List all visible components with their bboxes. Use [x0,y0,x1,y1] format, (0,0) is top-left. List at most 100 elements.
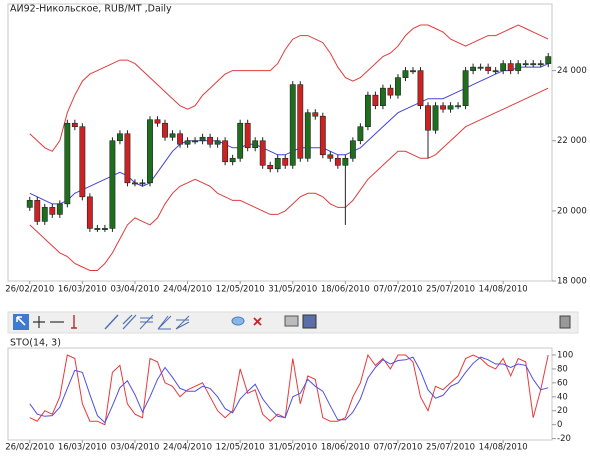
candle-body [101,228,108,230]
candle-body [312,112,319,117]
x-tick-label: 31/05/2010 [268,443,317,453]
candle-body [515,63,522,71]
candle-body [304,112,311,159]
candle-body [237,122,244,159]
x-tick-label: 25/07/2010 [426,285,475,295]
delete-tool[interactable] [253,317,262,326]
x-tick-label: 25/07/2010 [426,443,475,453]
x-tick-label: 07/07/2010 [373,443,422,453]
candle-body [252,140,259,149]
x-tick-label: 07/07/2010 [373,285,422,295]
trendline-tool[interactable] [104,314,119,330]
candle-body [395,77,401,96]
comment-tool[interactable] [231,316,245,326]
sto-title: STO(14, 3) [10,338,61,349]
candle-body [71,122,78,128]
band-line [29,24,549,152]
x-tick-label: 18/06/2010 [321,285,370,295]
candle-body [26,200,33,208]
candle-body [154,119,161,124]
y-tick-label: 40 [557,392,568,402]
candle-body [522,63,529,66]
candle-body [222,140,229,163]
x-tick-label: 12/05/2010 [216,443,265,453]
y-tick-label: 60 [557,378,568,388]
candle-body [545,56,552,64]
save-tool[interactable] [302,314,317,329]
x-tick-label: 14/08/2010 [479,285,528,295]
candle-body [41,207,48,222]
candle-body [342,157,349,166]
candle-body [282,157,289,166]
channel-tool[interactable] [122,314,137,330]
candle-body [440,105,446,110]
fan-tool[interactable] [157,315,172,330]
candle-body [507,63,514,71]
candle-body [56,203,63,215]
candle-body [462,70,469,106]
candle-body [64,122,71,205]
sto-plot-frame [7,347,553,441]
candle-body [297,84,304,159]
main-plot-frame [7,3,553,282]
candle-body [139,182,146,185]
candle-body [455,105,462,108]
x-tick-label: 16/03/2010 [58,285,107,295]
pointer-icon [16,316,26,326]
x-tick-label: 24/04/2010 [163,443,212,453]
gann-tool[interactable] [175,315,190,330]
candle-body [169,133,176,138]
candle-body [372,94,379,106]
candle-body [49,207,56,215]
candle-body [402,70,409,78]
candle-body [79,126,86,198]
candle-body [485,66,492,71]
candle-body [34,200,41,222]
sto-line [29,353,549,426]
toolbar [7,311,579,334]
candle-body [244,122,251,149]
crosshair-tool[interactable] [33,316,45,328]
candle-body [432,105,439,131]
x-tick-label: 03/04/2010 [110,443,159,453]
candle-body [207,136,214,145]
y-tick-label: 100 [557,350,573,360]
y-tick-label: 24 000 [557,66,587,76]
print-tool[interactable] [284,315,299,327]
candle-body [109,140,116,229]
sto-line [29,356,549,424]
vline-tool[interactable] [71,315,77,329]
x-tick-label: 03/04/2010 [110,285,159,295]
candle-body [86,196,93,229]
candle-body [425,105,431,131]
band-line [29,87,549,271]
candle-body [184,140,191,145]
fibo-tool[interactable] [139,314,154,330]
candle-body [289,84,296,166]
candle-body [500,63,507,71]
y-tick-label: 20 [557,406,568,416]
x-tick-label: 31/05/2010 [268,285,317,295]
candle-body [357,126,364,142]
candle-body [470,66,477,71]
x-tick-label: 26/02/2010 [5,443,54,453]
y-tick-label: 0 [557,420,562,430]
y-tick-label: -20 [557,434,571,444]
candle-body [417,70,424,106]
candle-body [267,164,274,170]
candle-body [214,140,221,145]
x-tick-label: 26/02/2010 [5,285,54,295]
candle-body [259,140,266,166]
trash-tool[interactable] [559,315,571,329]
candle-body [147,119,153,184]
y-tick-label: 20 000 [557,206,587,216]
candle-body [124,133,131,184]
candle-body [387,87,394,96]
candle-body [477,66,484,69]
candle-body [537,63,544,66]
candle-body [132,182,138,185]
chart-title: АИ92-Никольское, RUB/MT ,Daily [10,4,172,15]
x-tick-label: 16/03/2010 [58,443,107,453]
x-tick-label: 18/06/2010 [321,443,370,453]
